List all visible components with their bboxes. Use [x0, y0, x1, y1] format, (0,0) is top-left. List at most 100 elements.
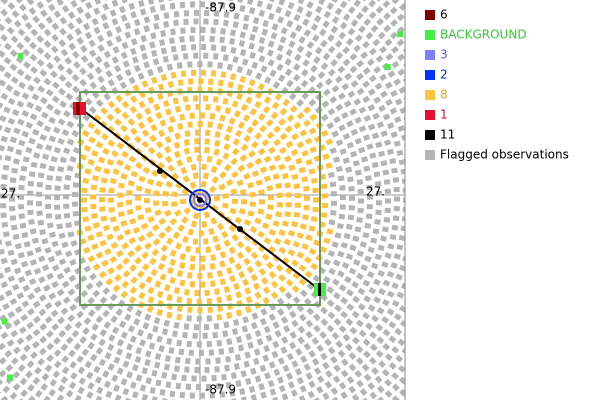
flagged-observation [258, 55, 266, 63]
flagged-observation [342, 333, 351, 342]
flagged-observation [193, 52, 199, 59]
flagged-observation [45, 203, 52, 210]
observation-8 [276, 202, 284, 208]
observation-8 [198, 78, 204, 85]
flagged-observation [64, 250, 73, 258]
flagged-observation [171, 330, 178, 338]
flagged-observation [37, 85, 46, 94]
flagged-observation [11, 10, 20, 18]
observation-8 [137, 121, 146, 130]
flagged-observation [36, 210, 43, 216]
flagged-observation [337, 349, 346, 358]
observation-8 [292, 271, 301, 280]
flagged-observation [358, 25, 366, 34]
observation-8 [219, 250, 227, 259]
observation-8 [151, 248, 160, 257]
observation-8 [108, 206, 115, 213]
observation-8 [182, 95, 189, 103]
flagged-observation [355, 34, 363, 42]
flagged-observation [179, 1, 186, 9]
flagged-observation [32, 152, 41, 159]
flagged-observation [33, 286, 42, 294]
observation-8 [242, 172, 251, 180]
flagged-observation [38, 294, 47, 302]
flagged-observation [80, 55, 89, 63]
legend-label: 2 [440, 68, 448, 82]
flagged-observation [163, 319, 170, 327]
observation-8 [95, 141, 104, 149]
flagged-observation [68, 274, 77, 283]
flagged-observation [390, 31, 398, 40]
flagged-observation [189, 1, 196, 8]
flagged-observation [6, 145, 15, 153]
flagged-observation [388, 361, 397, 370]
observation-8 [247, 181, 255, 189]
flagged-observation [189, 392, 196, 399]
flagged-observation [176, 62, 183, 69]
flagged-observation [334, 232, 342, 239]
flagged-observation [321, 100, 330, 108]
flagged-observation [58, 74, 67, 83]
flagged-observation [329, 147, 337, 155]
flagged-observation [124, 313, 132, 322]
flagged-observation [401, 178, 405, 184]
flagged-observation [87, 382, 95, 390]
flagged-observation [325, 370, 333, 378]
flagged-observation [51, 95, 60, 104]
observation-8 [244, 287, 252, 295]
observation-8 [134, 195, 142, 201]
flagged-observation [345, 253, 354, 261]
observation-8 [272, 173, 280, 180]
observation-8 [202, 238, 209, 245]
flagged-observation [25, 146, 33, 154]
flagged-observation [391, 0, 400, 5]
background-marker [384, 64, 391, 71]
observation-8 [110, 241, 119, 250]
observation-8 [129, 286, 138, 295]
flagged-observation [335, 165, 343, 173]
observation-8 [219, 278, 226, 286]
observation-8 [180, 70, 187, 77]
flagged-observation [382, 279, 391, 287]
flagged-observation [13, 346, 21, 355]
observation-8 [208, 227, 215, 236]
flagged-observation [384, 390, 393, 398]
flagged-observation [313, 15, 322, 23]
flagged-observation [272, 321, 280, 329]
flagged-observation [327, 171, 335, 178]
flagged-observation [69, 303, 78, 312]
flagged-observation [229, 389, 236, 397]
flagged-observation [122, 360, 130, 368]
flagged-observation [339, 204, 346, 210]
flagged-observation [48, 116, 56, 124]
flagged-observation [268, 0, 276, 3]
flagged-observation [289, 31, 297, 39]
flagged-observation [393, 253, 401, 260]
observation-8 [258, 189, 265, 196]
flagged-observation [296, 5, 304, 14]
observation-8 [267, 195, 275, 201]
flagged-observation [2, 385, 11, 394]
flagged-observation [397, 53, 405, 62]
flagged-observation [111, 326, 120, 335]
flagged-observation [272, 396, 279, 400]
flagged-observation [336, 223, 344, 230]
legend-label: BACKGROUND [440, 28, 527, 42]
flagged-observation [382, 169, 390, 176]
observation-8 [164, 155, 173, 164]
flagged-observation [60, 48, 69, 57]
flagged-observation [386, 308, 395, 316]
flagged-observation [102, 287, 111, 295]
observation-8 [107, 100, 116, 109]
flagged-observation [380, 130, 388, 138]
flagged-observation [334, 7, 343, 16]
flagged-observation [251, 61, 259, 69]
flagged-observation [179, 36, 185, 43]
flagged-observation [195, 358, 201, 365]
flagged-observation [66, 138, 75, 146]
flagged-observation [363, 295, 372, 303]
flagged-observation [370, 237, 378, 244]
flagged-observation [368, 357, 377, 365]
observation-8 [209, 263, 216, 270]
flagged-observation [43, 52, 52, 60]
